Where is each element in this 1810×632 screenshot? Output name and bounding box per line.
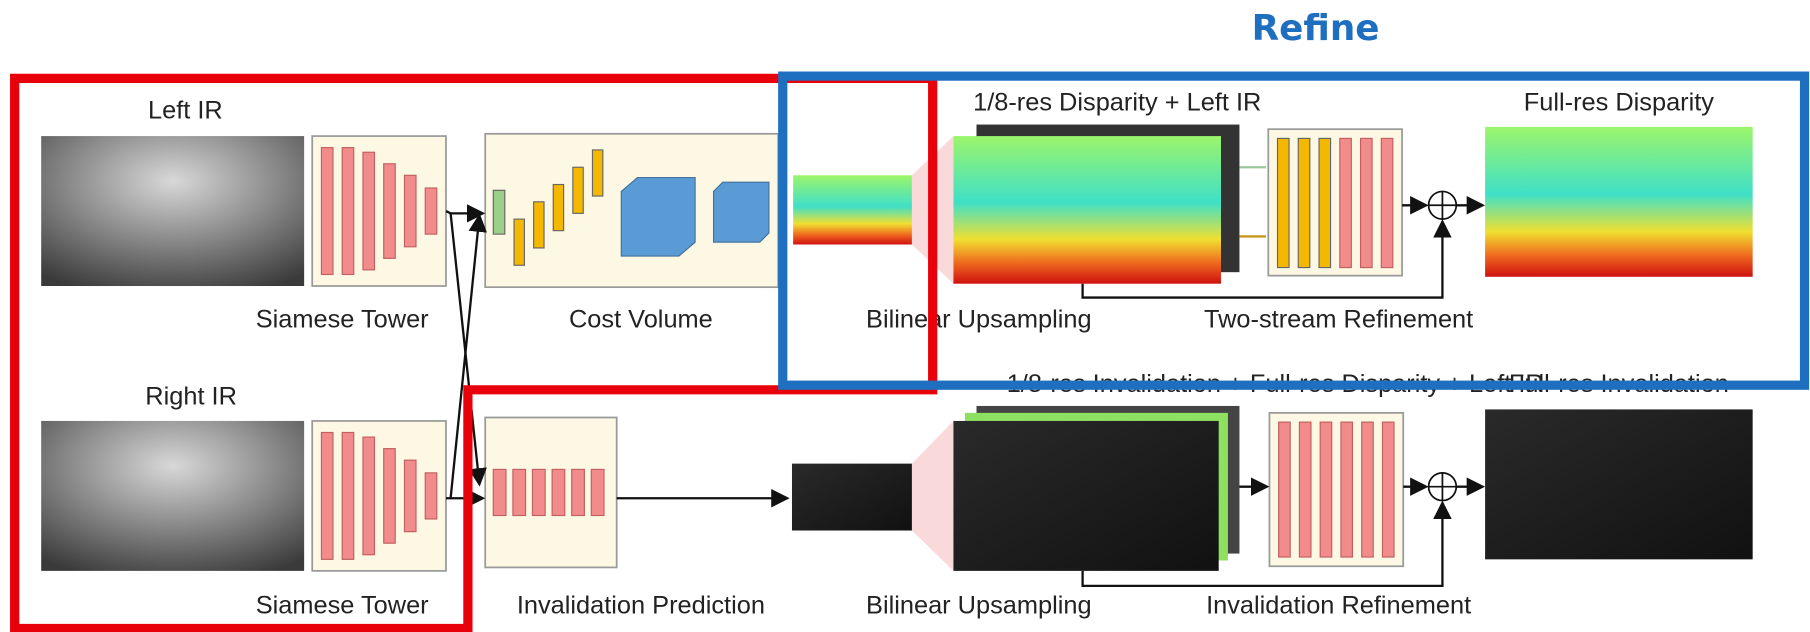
pipeline-diagram: Refine Left IR Siamese Tower Cost Volume…: [0, 0, 1810, 632]
bottom-row: [41, 406, 1752, 586]
label: Cost Volume: [569, 305, 713, 333]
title: Refine: [1252, 8, 1380, 49]
label: Bilinear Upsampling: [866, 591, 1092, 619]
label: Bilinear Upsampling: [866, 305, 1092, 333]
label: Two-stream Refinement: [1204, 305, 1473, 333]
label: Invalidation Prediction: [517, 591, 765, 619]
label: Siamese Tower: [256, 591, 429, 619]
label: Full-res Disparity: [1524, 88, 1715, 116]
label: Invalidation Refinement: [1206, 591, 1471, 619]
label: Siamese Tower: [256, 305, 429, 333]
label: 1/8-res Disparity + Left IR: [973, 88, 1261, 116]
label: Right IR: [145, 383, 237, 411]
top-row: [41, 125, 1752, 298]
label: Left IR: [148, 97, 223, 125]
